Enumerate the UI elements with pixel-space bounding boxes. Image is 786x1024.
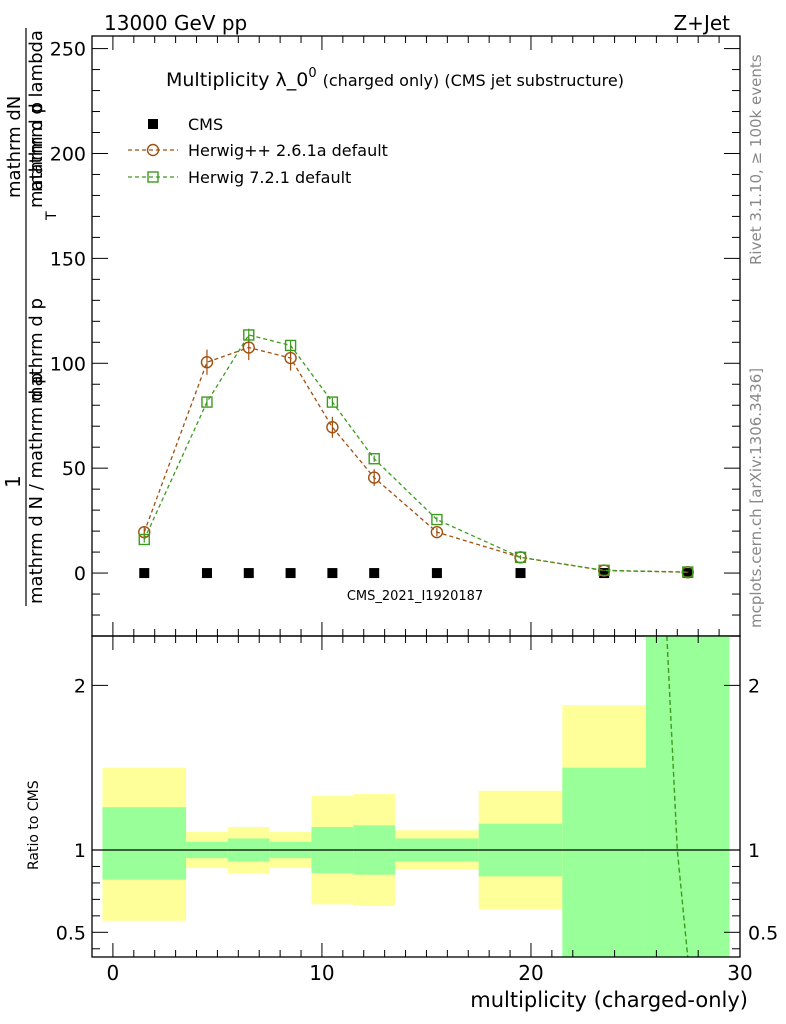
x-tick-label: 0: [107, 961, 120, 985]
legend: CMS Herwig++ 2.6.1a default Herwig 7.2.1…: [128, 115, 388, 187]
herwig7-data-point: [326, 396, 339, 408]
ratio-y-tick-label-right: 0.5: [748, 922, 778, 944]
cms-data-point: [369, 568, 380, 579]
legend-cms-label: CMS: [188, 115, 223, 134]
y-label-denominator-2: mathrm d p: [26, 298, 47, 404]
herwig7-data-point: [138, 533, 150, 546]
herwigpp-data-point: [200, 356, 214, 369]
ratio-band-green: [102, 807, 187, 880]
ratio-panel: Ratio to CMS multiplicity (charged-only)…: [26, 36, 778, 1012]
cms-data-point: [515, 568, 526, 579]
herwigpp-data-point: [326, 421, 339, 434]
y-tick-label: 150: [50, 248, 86, 270]
y-axis-label: mathrm d N / mathrm d p mathrm d p 1 mat…: [1, 28, 60, 606]
y-label-sub-t: T: [44, 211, 60, 221]
ratio-y-tick-label-right: 1: [748, 840, 760, 862]
analysis-watermark: CMS_2021_I1920187: [347, 589, 483, 604]
mcplots-label: mcplots.cern.ch [arXiv:1306.3436]: [747, 368, 765, 628]
x-tick-label: 10: [309, 961, 334, 985]
herwig7-data-point: [431, 513, 443, 526]
header-left-label: 13000 GeV pp: [104, 11, 247, 35]
ratio-y-tick-label-right: 2: [748, 675, 760, 697]
herwigpp-data-point: [367, 471, 381, 484]
herwigpp-data-point: [242, 341, 255, 354]
herwig7-data-point: [368, 453, 380, 465]
y-tick-label: 0: [74, 563, 86, 585]
legend-herwigpp-label: Herwig++ 2.6.1a default: [188, 141, 388, 160]
ratio-y-tick-label-left: 2: [74, 675, 86, 697]
y-label-one: 1: [1, 475, 25, 488]
ratio-y-tick-label-left: 0.5: [56, 922, 86, 944]
y-label-prefix: mathrm d p: [26, 102, 47, 208]
legend-herwig7-label: Herwig 7.2.1 default: [188, 168, 351, 187]
y-tick-label: 250: [50, 39, 86, 61]
cms-data-point: [285, 568, 296, 579]
herwigpp-data-point: [430, 525, 444, 539]
herwig7-data-point: [598, 564, 610, 577]
ratio-y-label: Ratio to CMS: [26, 780, 42, 870]
y-tick-label: 200: [50, 143, 86, 165]
x-tick-label: 20: [518, 961, 543, 985]
cms-data-point: [201, 568, 212, 579]
cms-data-point: [599, 568, 610, 579]
legend-cms-marker: [148, 119, 158, 129]
herwigpp-data-point: [284, 351, 297, 365]
herwig7-data-point: [201, 396, 213, 408]
series-line-1: [143, 346, 688, 573]
herwig7-data-point: [284, 339, 297, 352]
legend-herwigpp-marker: [146, 143, 160, 157]
header-right-label: Z+Jet: [673, 11, 730, 35]
chart-title: Multiplicity λ_00 (charged only) (CMS jet…: [166, 66, 624, 91]
cms-data-point: [682, 568, 693, 579]
series-line-2: [143, 334, 688, 573]
cms-data-point: [327, 568, 338, 579]
ratio-y-tick-label-left: 1: [74, 840, 86, 862]
cms-data-point: [431, 568, 442, 579]
x-axis-label: multiplicity (charged-only): [470, 988, 748, 1012]
ratio-band-green: [645, 636, 730, 957]
y-label-numerator: mathrm dN: [4, 96, 25, 198]
y-label-suffix: mathrm d lambda: [26, 30, 47, 192]
cms-data-point: [139, 568, 150, 579]
legend-herwig7-marker: [147, 171, 159, 183]
ratio-frame: [91, 635, 741, 958]
herwig7-data-point: [243, 329, 255, 341]
y-tick-label: 100: [50, 353, 86, 375]
ratio-band-green: [562, 767, 646, 957]
herwig7-data-point: [682, 566, 694, 578]
y-label-denominator: mathrm d N / mathrm d p: [26, 373, 47, 604]
cms-data-point: [243, 568, 254, 579]
main-panel: CMS_2021_I1920187 Multiplicity λ_00 (char…: [1, 28, 741, 957]
x-tick-label: 30: [727, 961, 752, 985]
rivet-version-label: Rivet 3.1.10, ≥ 100k events: [747, 54, 765, 265]
y-tick-label: 50: [62, 458, 86, 480]
herwig7-data-point: [514, 551, 527, 564]
